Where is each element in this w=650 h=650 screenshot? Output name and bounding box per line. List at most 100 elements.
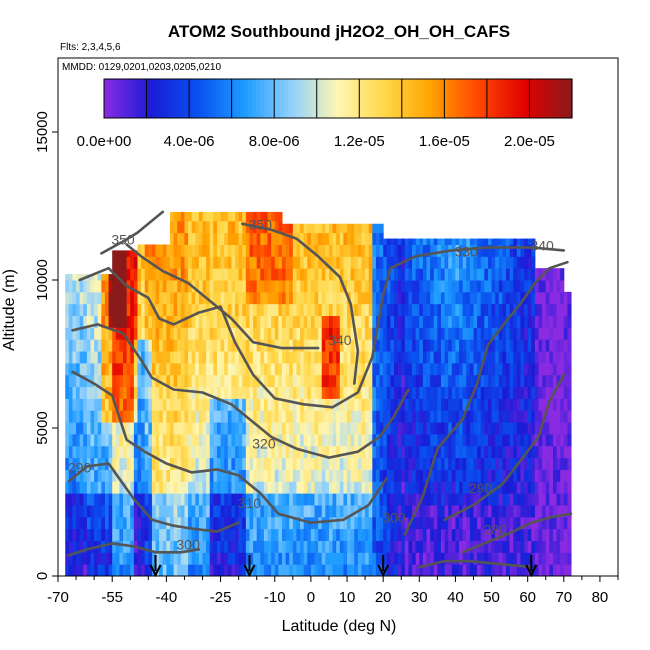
heatmap-cell [79,504,84,518]
heatmap-cell [404,256,409,269]
heatmap-cell [130,303,135,317]
heatmap-cell [238,433,243,447]
colorbar-swatch [452,79,457,118]
heatmap-cell [155,552,160,565]
heatmap-cell [343,351,348,364]
heatmap-cell [65,481,70,494]
heatmap-cell [440,504,446,518]
contour-line [78,246,566,409]
heatmap-cell [354,223,359,234]
heatmap-cell [79,457,84,470]
x-tick-label: -55 [101,589,123,606]
heatmap-cell [209,211,214,222]
heatmap-cell [300,552,305,565]
heatmap-cell [477,244,482,257]
heatmap-cell [285,362,290,376]
heatmap-cell [343,386,348,399]
heatmap-cell [148,540,153,553]
heatmap-cell [235,445,240,459]
heatmap-cell [509,386,514,399]
heatmap-cell [379,339,384,352]
colorbar-swatch [392,79,397,118]
heatmap-cell [372,564,377,576]
heatmap-cell [97,315,102,328]
heatmap-cell [328,362,334,376]
heatmap-cell [195,481,200,494]
heatmap-cell [271,232,276,245]
heatmap-cell [469,540,474,553]
heatmap-cell [123,351,128,364]
heatmap-cell [310,327,316,340]
heatmap-cell [365,256,370,269]
heatmap-cell [303,362,308,376]
heatmap-cell [68,410,73,423]
heatmap-cell [173,374,178,388]
heatmap-cell [191,422,196,435]
heatmap-cell [487,386,493,399]
heatmap-cell [491,238,496,245]
heatmap-cell [560,528,565,541]
heatmap-cell [451,504,456,518]
heatmap-cell [159,540,164,553]
heatmap-cell [76,386,81,399]
heatmap-cell [231,564,236,576]
heatmap-cell [563,481,568,494]
heatmap-cell [231,232,236,245]
heatmap-cell [198,268,204,281]
heatmap-cell [303,280,308,293]
heatmap-cell [162,410,167,423]
heatmap-cell [336,445,341,459]
heatmap-cell [430,481,435,494]
heatmap-cell [289,386,294,399]
heatmap-cell [394,351,399,364]
heatmap-cell [506,280,511,293]
heatmap-cell [394,315,399,328]
dates-note: MMDD: 0129,0201,0203,0205,0210 [62,62,221,73]
heatmap-cell [440,410,446,423]
heatmap-cell [303,457,308,470]
x-tick-label: 40 [447,589,464,606]
heatmap-cell [491,303,496,317]
heatmap-cell [209,220,214,234]
heatmap-cell [386,256,391,269]
heatmap-cell [480,516,485,530]
heatmap-cell [401,351,406,364]
heatmap-cell [350,244,355,257]
x-tick-label: -70 [47,589,69,606]
heatmap-cell [72,552,77,565]
heatmap-cell [159,552,164,565]
heatmap-cell [231,244,236,257]
heatmap-cell [162,362,167,376]
x-axis-label: Latitude (deg N) [282,618,397,635]
heatmap-cell [419,256,424,269]
heatmap-cell [238,327,243,340]
colorbar-swatch [376,79,381,118]
heatmap-cell [347,552,352,565]
heatmap-cell [552,540,558,553]
heatmap-cell [487,410,493,423]
heatmap-cell [126,327,131,340]
heatmap-cell [213,232,218,245]
heatmap-cell [520,422,525,435]
heatmap-cell [115,386,120,399]
heatmap-cell [180,540,185,553]
heatmap-cell [383,493,388,506]
heatmap-cell [397,457,402,470]
heatmap-cell [560,374,565,388]
heatmap-cell [72,504,77,518]
heatmap-cell [433,238,438,245]
heatmap-cell [166,422,171,435]
heatmap-cell [245,528,250,541]
heatmap-cell [520,238,525,245]
heatmap-cell [560,457,565,470]
heatmap-cell [332,410,337,423]
heatmap-cell [173,303,178,317]
heatmap-cell [401,422,406,435]
heatmap-cell [430,398,435,411]
heatmap-cell [321,339,326,352]
heatmap-cell [556,374,561,388]
heatmap-cell [563,351,568,364]
heatmap-cell [108,481,113,494]
colorbar-swatch [496,79,501,118]
heatmap-cell [325,422,330,435]
